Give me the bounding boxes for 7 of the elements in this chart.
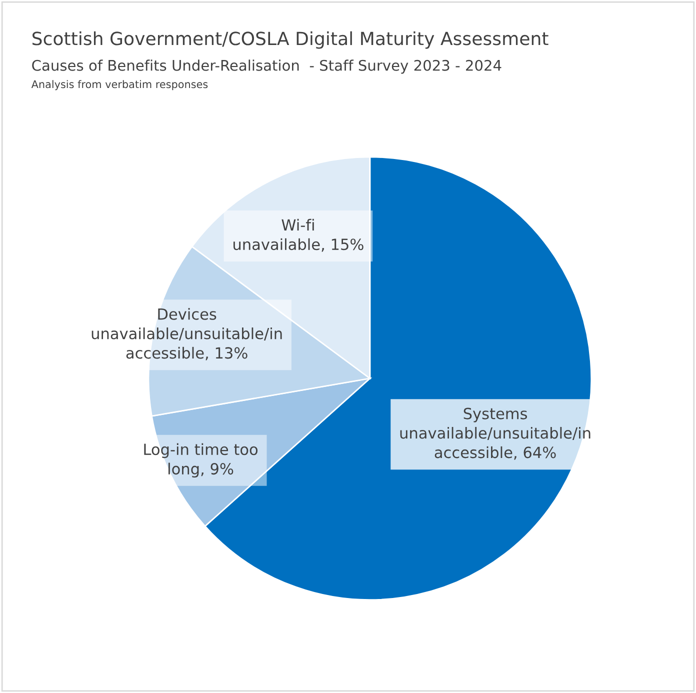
chart-title: Scottish Government/COSLA Digital Maturity Assessment <box>32 31 548 49</box>
slice-label: Devices unavailable/unsuitable/in accessible, 13% <box>92 308 282 360</box>
chart-subtitle: Causes of Benefits Under-Realisation - Staff Survey 2023 - 2024 <box>32 60 502 74</box>
text: Analysis from verbatim responses <box>31 80 208 90</box>
slice-label: Systems unavailable/unsuitable/in accessible, 64% <box>400 408 590 460</box>
slice-label: Wi-fi unavailable, 15% <box>234 218 364 252</box>
slice-label: Log-in time too long, 9% <box>144 443 258 478</box>
